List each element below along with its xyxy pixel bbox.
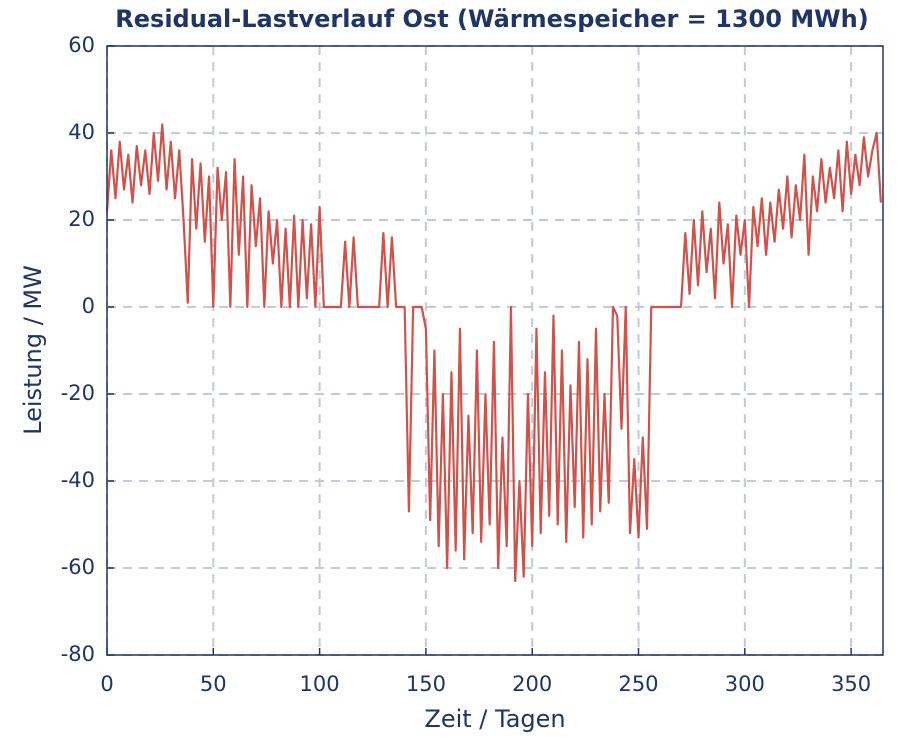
x-tick-label: 150 bbox=[406, 672, 446, 696]
x-tick-label: 250 bbox=[618, 672, 658, 696]
x-tick-label: 200 bbox=[512, 672, 552, 696]
y-tick-label: 0 bbox=[82, 294, 95, 318]
x-tick-label: 300 bbox=[725, 672, 765, 696]
x-tick-label: 0 bbox=[100, 672, 113, 696]
x-tick-label: 100 bbox=[300, 672, 340, 696]
y-tick-label: 60 bbox=[68, 33, 95, 57]
plot-frame bbox=[106, 45, 884, 656]
y-tick-label: -60 bbox=[61, 555, 95, 579]
y-tick-label: 40 bbox=[68, 120, 95, 144]
x-tick-label: 350 bbox=[831, 672, 871, 696]
data-line bbox=[105, 123, 882, 583]
x-axis-label: Zeit / Tagen bbox=[424, 705, 565, 733]
y-axis-label: Leistung / MW bbox=[19, 265, 47, 435]
y-tick-label: -20 bbox=[61, 381, 95, 405]
x-tick-label: 50 bbox=[200, 672, 227, 696]
y-tick-label: -80 bbox=[61, 642, 95, 666]
y-tick-label: -40 bbox=[61, 468, 95, 492]
y-tick-label: 20 bbox=[68, 207, 95, 231]
chart-title: Residual-Lastverlauf Ost (Wärmespeicher … bbox=[115, 5, 868, 33]
